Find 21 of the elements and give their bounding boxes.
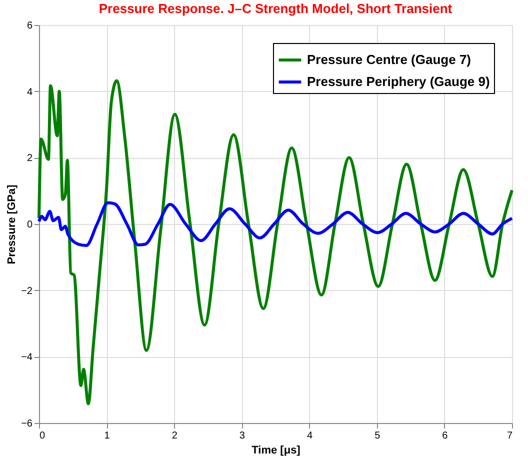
x-tick-label: 0 [40, 430, 46, 442]
y-tick-label: −6 [21, 418, 33, 430]
y-tick-label: 2 [26, 153, 33, 164]
y-tick-label: −2 [21, 286, 33, 297]
chart-title: Pressure Response. J–C Strength Model, Short Transient [98, 1, 453, 16]
y-axis-title: Pressure [GPa] [6, 184, 18, 264]
x-tick-label: 5 [374, 430, 381, 442]
x-tick-label: 4 [307, 430, 314, 442]
x-tick-label: 3 [239, 430, 246, 442]
x-tick-label: 1 [104, 430, 110, 442]
x-axis-title: Time [μs] [252, 444, 301, 456]
x-tick-label: 2 [172, 430, 178, 442]
y-tick-label: 6 [26, 20, 33, 32]
x-tick-label: 6 [442, 430, 448, 442]
y-tick-label: −4 [21, 352, 33, 364]
x-tick-label: 7 [506, 430, 513, 442]
legend-label: Pressure Periphery (Gauge 9) [307, 74, 490, 89]
y-tick-label: 0 [26, 220, 33, 230]
legend-label: Pressure Centre (Gauge 7) [307, 52, 472, 67]
y-tick-label: 4 [26, 86, 33, 98]
line-series [38, 201, 514, 248]
